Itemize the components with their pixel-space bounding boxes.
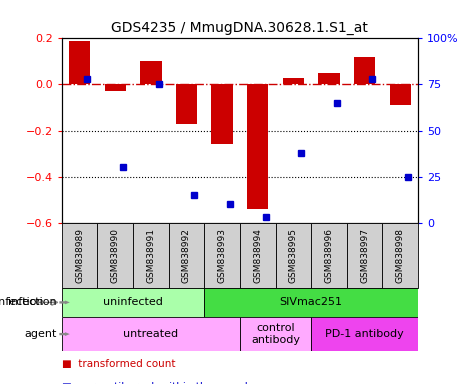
Bar xyxy=(211,84,233,144)
Bar xyxy=(133,223,169,288)
Text: ■  percentile rank within the sample: ■ percentile rank within the sample xyxy=(62,382,254,384)
Bar xyxy=(140,61,162,84)
Bar xyxy=(311,223,347,288)
Bar xyxy=(283,78,304,84)
Bar xyxy=(69,41,90,84)
Bar xyxy=(240,223,276,288)
Bar xyxy=(240,317,311,351)
Bar xyxy=(62,288,204,317)
Text: GSM838995: GSM838995 xyxy=(289,228,298,283)
Text: GSM838996: GSM838996 xyxy=(324,228,333,283)
Bar xyxy=(104,84,126,91)
Bar xyxy=(204,223,240,288)
Text: ■  transformed count: ■ transformed count xyxy=(62,359,175,369)
Bar xyxy=(62,223,97,288)
Text: GSM838997: GSM838997 xyxy=(360,228,369,283)
Bar xyxy=(204,288,418,317)
Text: uninfected: uninfected xyxy=(103,297,163,308)
Bar xyxy=(382,223,418,288)
Bar xyxy=(62,317,240,351)
Bar xyxy=(247,84,268,209)
Bar xyxy=(176,84,197,124)
Text: infection: infection xyxy=(9,297,57,308)
Text: agent: agent xyxy=(25,329,57,339)
Bar xyxy=(390,84,411,105)
Text: GSM838990: GSM838990 xyxy=(111,228,120,283)
Bar xyxy=(318,73,340,84)
Text: GSM838991: GSM838991 xyxy=(146,228,155,283)
Bar xyxy=(311,317,418,351)
Text: GSM838989: GSM838989 xyxy=(75,228,84,283)
Bar xyxy=(347,223,382,288)
Bar xyxy=(276,223,311,288)
Text: GSM838994: GSM838994 xyxy=(253,228,262,283)
Text: untreated: untreated xyxy=(123,329,179,339)
Text: GSM838993: GSM838993 xyxy=(218,228,227,283)
Text: PD-1 antibody: PD-1 antibody xyxy=(325,329,404,339)
Text: SIVmac251: SIVmac251 xyxy=(280,297,342,308)
Text: infection: infection xyxy=(0,297,44,308)
Title: GDS4235 / MmugDNA.30628.1.S1_at: GDS4235 / MmugDNA.30628.1.S1_at xyxy=(112,21,368,35)
Bar xyxy=(169,223,204,288)
Text: GSM838998: GSM838998 xyxy=(396,228,405,283)
Bar xyxy=(97,223,133,288)
Text: control
antibody: control antibody xyxy=(251,323,300,345)
Bar xyxy=(354,57,375,84)
Text: GSM838992: GSM838992 xyxy=(182,228,191,283)
